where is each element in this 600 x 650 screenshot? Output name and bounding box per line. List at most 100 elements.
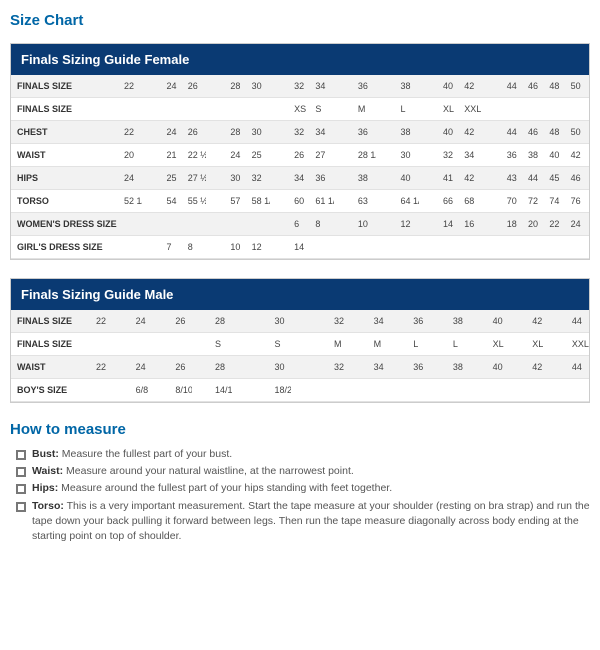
size-cell: 26 xyxy=(185,121,206,144)
size-cell: 24 xyxy=(133,310,153,333)
size-cell xyxy=(164,98,185,121)
size-cell: 44 xyxy=(504,121,525,144)
size-cell: S xyxy=(212,333,232,356)
howto-item: Bust: Measure the fullest part of your b… xyxy=(16,446,590,463)
size-cell: XXL xyxy=(569,333,589,356)
size-cell: 24 xyxy=(121,167,142,190)
male-size-chart: Finals Sizing Guide Male FINALS SIZE2224… xyxy=(10,278,590,403)
size-cell: 27 xyxy=(312,144,333,167)
size-cell: 25 xyxy=(164,167,185,190)
size-cell: 26 xyxy=(185,75,206,98)
size-cell xyxy=(252,333,272,356)
size-cell xyxy=(490,379,510,402)
size-cell xyxy=(549,333,569,356)
size-cell xyxy=(470,356,490,379)
size-cell: 40 xyxy=(397,167,418,190)
size-cell: 8/10 xyxy=(172,379,192,402)
size-cell: 22 xyxy=(121,75,142,98)
size-cell: 24 xyxy=(568,213,589,236)
size-cell xyxy=(419,213,440,236)
row-label: WAIST xyxy=(11,356,93,379)
size-cell: 61 1/2 xyxy=(312,190,333,213)
size-cell xyxy=(483,213,504,236)
size-cell xyxy=(376,167,397,190)
size-cell xyxy=(270,144,291,167)
size-cell: 38 xyxy=(450,356,470,379)
size-cell: 14 xyxy=(440,213,461,236)
size-cell xyxy=(376,213,397,236)
size-cell: M xyxy=(355,98,376,121)
size-cell xyxy=(152,356,172,379)
size-cell: 34 xyxy=(312,121,333,144)
row-label: FINALS SIZE xyxy=(11,75,121,98)
size-cell xyxy=(232,356,252,379)
size-cell xyxy=(504,236,525,259)
male-chart-header: Finals Sizing Guide Male xyxy=(11,279,589,310)
size-cell: 34 xyxy=(371,310,391,333)
size-cell xyxy=(206,144,227,167)
size-cell: 32 xyxy=(291,75,312,98)
table-row: BOY'S SIZE6/88/1014/1618/20 xyxy=(11,379,589,402)
size-cell: 26 xyxy=(291,144,312,167)
size-cell: 28 xyxy=(227,75,248,98)
size-cell xyxy=(430,379,450,402)
size-cell: 50 xyxy=(568,75,589,98)
size-cell: 36 xyxy=(504,144,525,167)
size-cell xyxy=(376,75,397,98)
row-label: WOMEN'S DRESS SIZE xyxy=(11,213,121,236)
row-label: FINALS SIZE xyxy=(11,333,93,356)
size-cell: 28 xyxy=(227,121,248,144)
size-cell xyxy=(376,190,397,213)
size-cell: 40 xyxy=(490,356,510,379)
size-cell: 46 xyxy=(525,121,546,144)
size-cell xyxy=(397,236,418,259)
size-cell: 27 ½ xyxy=(185,167,206,190)
female-chart-header: Finals Sizing Guide Female xyxy=(11,44,589,75)
size-cell xyxy=(227,213,248,236)
size-cell xyxy=(185,213,206,236)
size-cell xyxy=(172,333,192,356)
size-cell xyxy=(311,310,331,333)
size-cell: 32 xyxy=(440,144,461,167)
size-cell xyxy=(142,75,163,98)
male-size-table: FINALS SIZE222426283032343638404244FINAL… xyxy=(11,310,589,402)
size-cell xyxy=(568,98,589,121)
size-cell: 6/8 xyxy=(133,379,153,402)
size-cell: 21 xyxy=(164,144,185,167)
size-cell: 30 xyxy=(249,75,270,98)
size-cell: 42 xyxy=(529,310,549,333)
size-cell xyxy=(525,236,546,259)
size-cell: 44 xyxy=(569,310,589,333)
female-size-table: FINALS SIZE22242628303234363840424446485… xyxy=(11,75,589,259)
size-cell xyxy=(232,379,252,402)
size-cell: 25 xyxy=(249,144,270,167)
size-cell xyxy=(376,144,397,167)
row-label: TORSO xyxy=(11,190,121,213)
size-cell xyxy=(270,190,291,213)
size-cell xyxy=(390,310,410,333)
size-cell xyxy=(390,333,410,356)
table-row: WAIST222426283032343638404244 xyxy=(11,356,589,379)
size-cell: XXL xyxy=(461,98,482,121)
size-cell xyxy=(376,121,397,144)
size-cell xyxy=(546,236,567,259)
size-cell: L xyxy=(410,333,430,356)
size-cell: 74 xyxy=(546,190,567,213)
howto-list: Bust: Measure the fullest part of your b… xyxy=(10,446,590,545)
size-cell xyxy=(227,98,248,121)
size-cell: L xyxy=(450,333,470,356)
size-cell xyxy=(232,310,252,333)
row-label: HIPS xyxy=(11,167,121,190)
size-cell xyxy=(410,379,430,402)
size-cell: 8 xyxy=(185,236,206,259)
howto-item-text: This is a very important measurement. St… xyxy=(32,500,590,542)
size-cell: 38 xyxy=(397,121,418,144)
size-cell xyxy=(113,356,133,379)
size-cell: 38 xyxy=(450,310,470,333)
size-cell xyxy=(232,333,252,356)
page-title: Size Chart xyxy=(10,12,590,29)
size-cell: 34 xyxy=(291,167,312,190)
table-row: TORSO52 1/25455 ½5758 1/26061 1/26364 1/… xyxy=(11,190,589,213)
size-cell xyxy=(121,98,142,121)
size-cell: 40 xyxy=(546,144,567,167)
